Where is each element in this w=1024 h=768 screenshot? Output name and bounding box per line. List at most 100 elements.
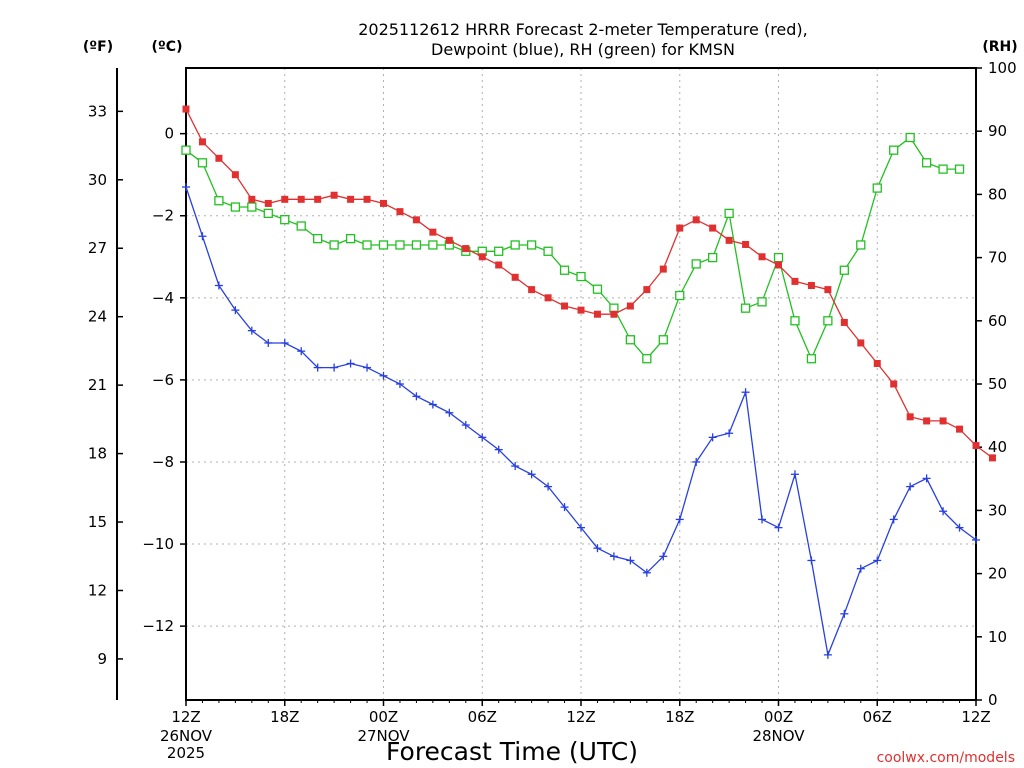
rh-point <box>724 208 734 219</box>
celsius-tick-label: −8 <box>152 453 174 471</box>
dewpoint-point <box>955 523 964 532</box>
temperature-point <box>873 359 881 367</box>
rh-point <box>345 233 356 244</box>
dewpoint-point <box>297 347 306 356</box>
temperature-point <box>314 195 322 203</box>
rh-point <box>313 233 323 244</box>
dewpoint-point <box>856 564 865 573</box>
rh-point <box>642 354 652 364</box>
temperature-point <box>577 306 585 314</box>
temperature-point <box>840 318 848 326</box>
dewpoint-point <box>330 363 339 372</box>
dewpoint-point <box>939 507 948 516</box>
temperature-point <box>330 191 338 199</box>
dewpoint-point <box>692 457 701 466</box>
rh-point <box>230 202 241 212</box>
rh-point <box>214 196 224 206</box>
temperature-point <box>215 154 223 162</box>
celsius-axis: 0 −2 −4 −6 −8 −10 −12 <box>142 125 186 635</box>
temperature-point <box>544 294 552 302</box>
rh-point <box>757 297 767 307</box>
time-year-label: 2025 <box>167 744 205 762</box>
rh-point <box>806 354 817 364</box>
fahrenheit-tick-label: 21 <box>88 376 107 394</box>
rh-point <box>823 316 833 326</box>
celsius-tick-label: −12 <box>142 617 174 635</box>
rh-point <box>856 240 866 250</box>
temperature-point <box>956 425 964 433</box>
rh-point <box>773 252 784 263</box>
dewpoint-point <box>527 470 536 479</box>
celsius-tick-label: 0 <box>164 125 174 143</box>
fahrenheit-tick-label: 18 <box>88 445 107 463</box>
series-layer <box>181 105 996 659</box>
dewpoint-point <box>675 515 684 524</box>
temperature-point <box>445 236 453 244</box>
rh-unit-label: (RH) <box>982 39 1017 55</box>
dewpoint-point <box>231 306 240 315</box>
fahrenheit-tick-label: 33 <box>88 102 107 120</box>
rh-point <box>740 303 751 313</box>
temperature-point <box>742 240 750 248</box>
dewpoint-point <box>889 515 898 524</box>
credit-text: coolwx.com/models <box>877 750 1015 766</box>
rh-point <box>181 145 191 155</box>
rh-tick-label: 20 <box>988 565 1007 583</box>
dewpoint-point <box>494 445 503 454</box>
dewpoint-point <box>577 523 585 532</box>
dewpoint-point <box>428 400 437 409</box>
dewpoint-point <box>807 556 816 565</box>
dewpoint-point <box>280 338 289 347</box>
temperature-point <box>182 105 190 113</box>
rh-point <box>625 335 636 345</box>
rh-point <box>576 271 586 282</box>
fahrenheit-tick-label: 24 <box>88 308 107 326</box>
rh-point <box>708 252 718 263</box>
dewpoint-point <box>445 408 454 417</box>
fahrenheit-axis: 33 30 27 24 21 18 15 12 9 <box>88 102 123 668</box>
dewpoint-point <box>198 232 207 241</box>
temperature-point <box>775 261 782 269</box>
rh-point <box>543 246 553 256</box>
temperature-point <box>791 277 799 285</box>
temperature-point <box>248 195 256 203</box>
temperature-point <box>396 208 404 216</box>
fahrenheit-tick-label: 12 <box>88 581 107 599</box>
fahrenheit-tick-label: 27 <box>88 239 107 257</box>
dewpoint-point <box>346 359 355 368</box>
rh-point <box>790 316 800 326</box>
dewpoint-point <box>774 523 783 532</box>
dewpoint-point <box>659 552 668 561</box>
temperature-point <box>626 302 634 310</box>
chart-title-line2: Dewpoint (blue), RH (green) for KMSN <box>431 40 735 59</box>
temperature-point <box>347 195 355 203</box>
rh-point <box>378 240 389 250</box>
temperature-point <box>593 310 601 318</box>
rh-point <box>362 240 372 250</box>
temperature-point <box>972 442 980 450</box>
time-tick-label: 12Z <box>566 708 595 726</box>
rh-point <box>411 240 422 250</box>
dewpoint-point <box>922 474 931 483</box>
temperature-point <box>692 216 700 224</box>
rh-point <box>510 240 520 250</box>
temperature-point <box>231 171 239 179</box>
rh-tick-label: 10 <box>988 628 1007 646</box>
dewpoint-point <box>395 380 404 388</box>
rh-tick-label: 60 <box>988 312 1007 330</box>
rh-tick-label: 30 <box>988 501 1007 519</box>
rh-point <box>658 335 668 345</box>
temperature-point <box>561 302 569 310</box>
dewpoint-point <box>823 650 832 659</box>
temperature-point <box>478 253 486 261</box>
temperature-point <box>495 261 503 269</box>
temperature-point <box>676 224 684 232</box>
rh-tick-label: 100 <box>988 59 1017 77</box>
time-tick-label: 18Z <box>270 708 299 726</box>
temperature-point <box>198 138 206 146</box>
rh-point <box>921 158 932 168</box>
dewpoint-point <box>264 338 273 347</box>
fahrenheit-tick-label: 15 <box>88 513 107 531</box>
